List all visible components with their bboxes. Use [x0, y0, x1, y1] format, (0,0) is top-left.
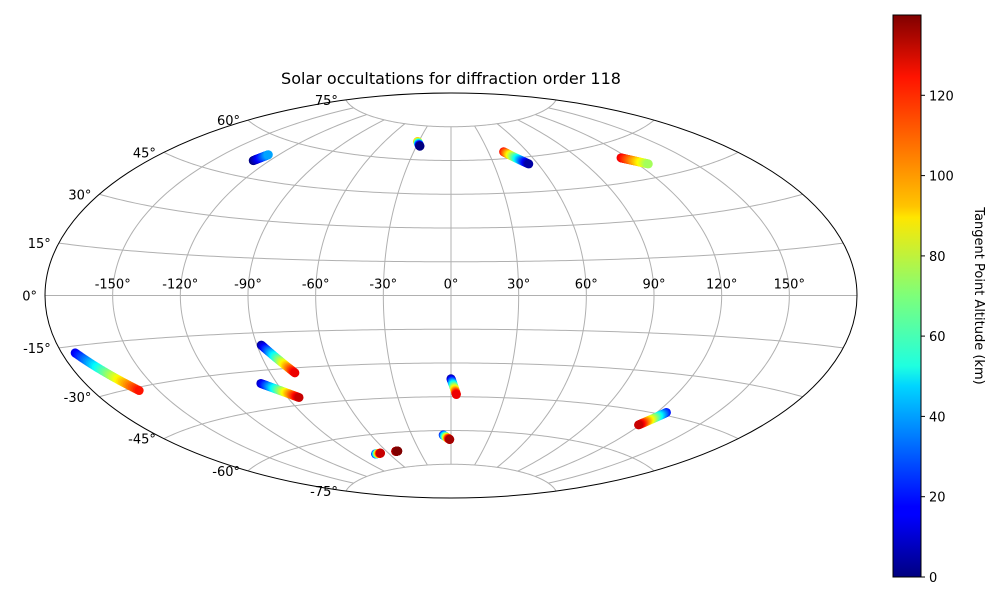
parallel-line: [345, 99, 557, 128]
occultation-point: [393, 446, 403, 456]
chart-title: Solar occultations for diffraction order…: [281, 69, 621, 88]
lat-tick-label: 75°: [315, 94, 338, 109]
occultation-point: [290, 368, 300, 378]
lon-tick-label: -60°: [302, 278, 330, 293]
lat-tick-label: -15°: [23, 342, 51, 357]
parallel-line: [247, 430, 655, 472]
lat-tick-label: 0°: [22, 290, 37, 305]
latitude-tick-labels: -75° -60° -45° -30° -15° 0° 15° 30° 45° 60° 75°: [22, 94, 338, 500]
colorbar: 0 20 40 60 80 100 120 Tangent Point Altitude (…: [892, 14, 986, 586]
occultation-point: [376, 448, 386, 458]
parallel-line: [247, 119, 655, 161]
lat-tick-label: -45°: [128, 433, 156, 448]
lon-tick-label: -120°: [162, 278, 198, 293]
lat-tick-label: 60°: [217, 114, 240, 129]
lon-tick-label: 60°: [575, 278, 598, 293]
lon-tick-label: 30°: [507, 278, 530, 293]
lat-tick-label: -75°: [310, 485, 338, 500]
lon-tick-label: -30°: [369, 278, 397, 293]
colorbar-gradient: [892, 14, 922, 578]
lat-tick-label: -30°: [64, 391, 92, 406]
colorbar-tick-label: 120: [929, 89, 954, 104]
occultation-point: [445, 435, 455, 444]
lat-tick-label: 30°: [68, 188, 91, 203]
occultation-tracks: [70, 137, 671, 459]
lat-tick-label: 45°: [133, 146, 156, 161]
occultation-point: [643, 159, 653, 169]
occultation-point: [415, 141, 425, 151]
lon-tick-label: 0°: [444, 278, 459, 293]
occultation-point: [524, 159, 534, 169]
colorbar-label: Tangent Point Altitude (km): [971, 206, 986, 384]
occultation-point: [451, 390, 461, 400]
lon-tick-label: -150°: [95, 278, 131, 293]
colorbar-tick-label: 0: [929, 571, 937, 586]
colorbar-tick-label: 40: [929, 410, 946, 425]
parallel-line: [99, 193, 803, 229]
parallel-line: [163, 151, 739, 195]
lon-tick-label: -90°: [234, 278, 262, 293]
lon-tick-label: 150°: [774, 278, 805, 293]
occultation-point: [294, 392, 304, 402]
colorbar-ticks: 0 20 40 60 80 100 120: [921, 89, 954, 586]
lon-tick-label: 90°: [642, 278, 665, 293]
map-boundary: [44, 92, 858, 499]
occultation-point: [634, 420, 644, 430]
occultation-point: [134, 386, 144, 396]
colorbar-tick-label: 80: [929, 250, 946, 265]
colorbar-tick-label: 60: [929, 330, 946, 345]
longitude-tick-labels: -150° -120° -90° -60° -30° 0° 30° 60° 90° 120° 150…: [95, 278, 805, 293]
graticule-grid: [45, 99, 857, 492]
parallel-line: [58, 328, 844, 349]
occultation-point: [263, 150, 273, 160]
parallel-line: [99, 362, 803, 398]
lat-tick-label: -60°: [212, 465, 240, 480]
parallel-line: [345, 463, 557, 492]
colorbar-tick-label: 20: [929, 491, 946, 506]
lon-tick-label: 120°: [706, 278, 737, 293]
colorbar-tick-label: 100: [929, 170, 954, 185]
lat-tick-label: 15°: [28, 237, 51, 252]
parallel-line: [58, 242, 844, 263]
